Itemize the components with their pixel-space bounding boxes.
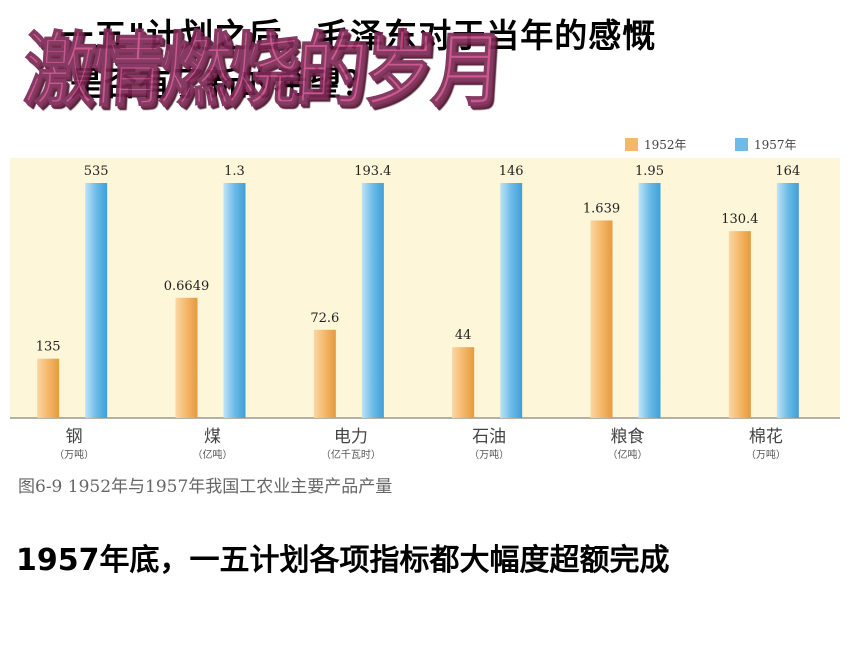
data-label-1952-2: 0.6649: [164, 279, 210, 294]
question-text: 一五"计划之后，毛泽东对于当年的感慨 是否有了新的希望？: [60, 12, 840, 108]
bar-1952-4: [452, 347, 475, 418]
category-unit-2: （亿吨）: [193, 448, 233, 461]
category-unit-3: （亿千瓦时）: [321, 448, 381, 461]
data-label-1957-4: 146: [499, 164, 524, 179]
chart-svg: 1952年 1957年135535钢（万吨）0.66491.3煤（亿吨）72.61…: [10, 138, 840, 497]
question-line-1: 一五"计划之后，毛泽东对于当年的感慨: [60, 16, 657, 55]
data-label-1957-1: 535: [84, 164, 109, 179]
bar-1957-4: [500, 183, 523, 418]
category-label-1: 钢: [66, 427, 83, 447]
data-label-1952-3: 72.6: [310, 311, 339, 326]
data-label-1957-3: 193.4: [354, 164, 391, 179]
legend-label-1: 1952年: [644, 138, 687, 152]
bar-1957-6: [776, 183, 799, 418]
legend-swatch-2: [735, 138, 748, 151]
legend-swatch-1: [625, 138, 638, 151]
category-label-6: 棉花: [749, 427, 783, 447]
data-label-1957-2: 1.3: [224, 164, 245, 179]
category-unit-4: （万吨）: [469, 448, 509, 461]
category-label-2: 煤: [204, 427, 221, 447]
plot-background: [10, 158, 840, 418]
bar-1952-5: [590, 220, 613, 418]
data-label-1952-6: 130.4: [721, 212, 758, 227]
category-unit-1: （万吨）: [54, 448, 94, 461]
production-chart: 1952年 1957年 135 535 钢（万吨） 0.6649 1.3 煤（亿吨） 72.6 1…: [10, 130, 840, 500]
bar-1952-1: [37, 358, 60, 418]
bar-1952-2: [175, 297, 198, 418]
data-label-1952-1: 135: [36, 340, 61, 355]
question-line-2: 是否有了新的希望？: [70, 64, 376, 103]
chart-caption: 图6-9 1952年与1957年我国工农业主要产品产量: [18, 477, 392, 497]
category-label-3: 电力: [334, 427, 368, 447]
bar-1957-1: [85, 183, 108, 418]
legend-label-2: 1957年: [754, 138, 797, 152]
data-label-1957-6: 164: [775, 164, 800, 179]
footer-text: 1957年底，一五计划各项指标都大幅度超额完成: [16, 543, 670, 578]
bar-1957-5: [638, 183, 661, 418]
bar-1952-6: [728, 231, 751, 418]
bar-1952-3: [313, 329, 336, 418]
bar-1957-3: [361, 183, 384, 418]
category-label-5: 粮食: [611, 427, 645, 447]
category-unit-6: （万吨）: [746, 448, 786, 461]
data-label-1957-5: 1.95: [635, 164, 664, 179]
bar-1957-2: [223, 183, 246, 418]
data-label-1952-5: 1.639: [583, 201, 620, 216]
data-label-1952-4: 44: [455, 328, 472, 343]
category-unit-5: （亿吨）: [608, 448, 648, 461]
wordart-title: 激情燃烧的岁月: [20, 23, 503, 118]
category-label-4: 石油: [472, 427, 506, 447]
